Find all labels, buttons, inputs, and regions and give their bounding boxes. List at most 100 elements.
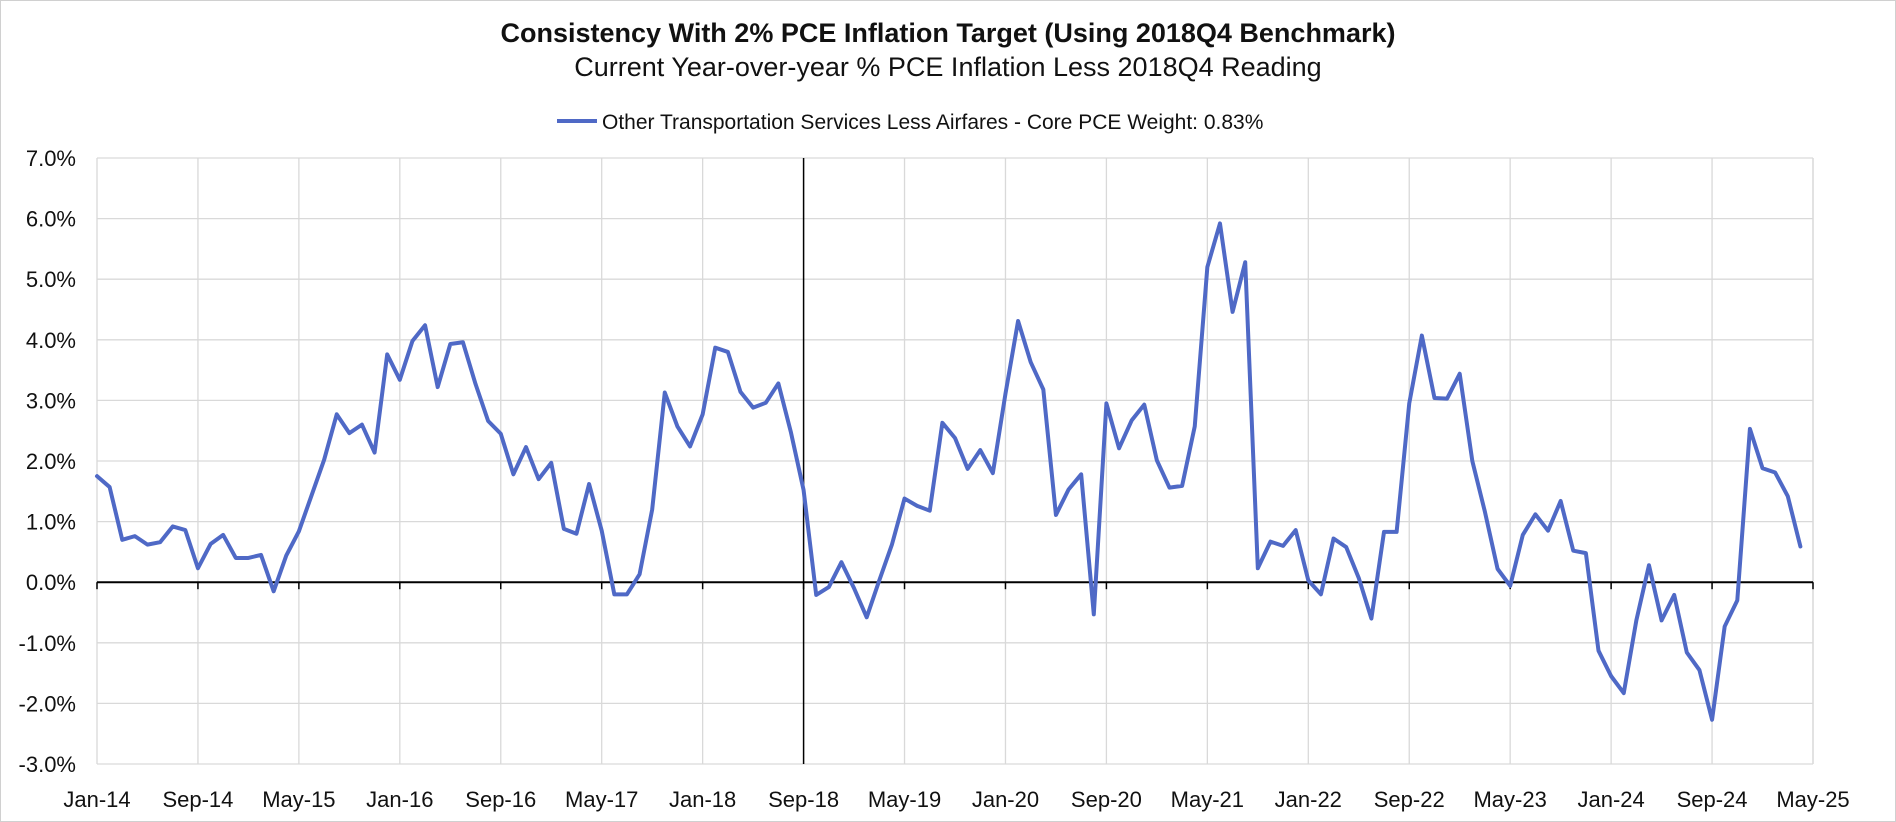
data-point	[272, 589, 276, 593]
data-point	[1697, 668, 1701, 672]
data-point	[511, 472, 515, 476]
data-point	[209, 542, 213, 546]
data-point	[852, 586, 856, 590]
data-point	[423, 323, 427, 327]
data-point	[183, 528, 187, 532]
chart-title: Consistency With 2% PCE Inflation Target…	[500, 18, 1396, 48]
y-axis: -3.0% -2.0% -1.0% 0.0% 1.0% 2.0% 3.0% 4.0% 5.0% 6…	[19, 146, 76, 777]
data-point	[1218, 221, 1222, 225]
data-point	[1041, 387, 1045, 391]
data-point	[1243, 260, 1247, 264]
data-point	[1104, 401, 1108, 405]
x-tick-label: Sep-20	[1071, 787, 1142, 812]
data-point	[108, 485, 112, 489]
data-point	[1256, 566, 1260, 570]
data-point	[1395, 530, 1399, 534]
y-tick-label: 6.0%	[26, 207, 76, 232]
data-point	[246, 556, 250, 560]
data-point	[1584, 551, 1588, 555]
x-tick-label: Jan-16	[366, 787, 433, 812]
data-point	[120, 538, 124, 542]
data-point	[1483, 510, 1487, 514]
data-point	[789, 431, 793, 435]
data-point	[966, 467, 970, 471]
data-point	[1155, 458, 1159, 462]
x-tick-label: Sep-18	[768, 787, 839, 812]
data-point	[436, 385, 440, 389]
data-point	[928, 509, 932, 513]
x-tick-label: May-19	[868, 787, 941, 812]
x-tick-label: May-17	[565, 787, 638, 812]
data-point	[915, 504, 919, 508]
data-point	[347, 431, 351, 435]
data-point	[1546, 529, 1550, 533]
data-point	[1445, 397, 1449, 401]
data-point	[940, 421, 944, 425]
data-point	[675, 424, 679, 428]
data-point	[1761, 466, 1765, 470]
data-point	[1168, 486, 1172, 490]
data-point	[1672, 593, 1676, 597]
data-point	[95, 474, 99, 478]
data-point	[1180, 484, 1184, 488]
x-tick-label: Sep-22	[1374, 787, 1445, 812]
data-point	[1092, 612, 1096, 616]
data-point	[1786, 494, 1790, 498]
data-point	[1609, 674, 1613, 678]
data-point	[574, 532, 578, 536]
data-point	[903, 497, 907, 501]
data-point	[133, 534, 137, 538]
y-tick-label: 5.0%	[26, 267, 76, 292]
data-point	[1432, 396, 1436, 400]
data-point	[158, 540, 162, 544]
data-point	[688, 444, 692, 448]
data-point	[373, 451, 377, 455]
data-point	[1294, 528, 1298, 532]
data-point	[1710, 718, 1714, 722]
data-point	[1117, 446, 1121, 450]
data-point	[1748, 427, 1752, 431]
data-point	[991, 471, 995, 475]
x-tick-label: May-25	[1776, 787, 1849, 812]
y-tick-label: 2.0%	[26, 449, 76, 474]
data-point	[764, 401, 768, 405]
data-point	[701, 412, 705, 416]
data-point	[549, 461, 553, 465]
data-point	[499, 432, 503, 436]
data-point	[1571, 549, 1575, 553]
data-point	[1231, 310, 1235, 314]
data-point	[663, 391, 667, 395]
data-point	[1130, 418, 1134, 422]
data-point	[537, 477, 541, 481]
data-point	[650, 507, 654, 511]
data-point	[1773, 471, 1777, 475]
data-point	[1508, 584, 1512, 588]
y-tick-label: 7.0%	[26, 146, 76, 171]
data-point	[802, 488, 806, 492]
data-point	[1016, 319, 1020, 323]
data-point	[1306, 578, 1310, 582]
data-point	[1458, 372, 1462, 376]
data-point	[145, 543, 149, 547]
gridlines	[96, 157, 1814, 765]
x-tick-label: Jan-14	[63, 787, 130, 812]
data-point	[1647, 563, 1651, 567]
data-point	[1407, 401, 1411, 405]
data-point	[196, 566, 200, 570]
data-point	[1533, 512, 1537, 516]
data-point	[524, 445, 528, 449]
data-point	[1798, 544, 1802, 548]
data-point	[1344, 545, 1348, 549]
data-point	[1521, 533, 1525, 537]
x-tick-label: Jan-24	[1577, 787, 1644, 812]
data-point	[474, 382, 478, 386]
data-point	[448, 342, 452, 346]
data-point	[1029, 360, 1033, 364]
data-point	[335, 412, 339, 416]
x-tick-label: Sep-24	[1677, 787, 1748, 812]
y-tick-label: 1.0%	[26, 510, 76, 535]
x-axis: Jan-14 Sep-14 May-15 Jan-16 Sep-16 May-17 Jan-…	[63, 787, 1849, 812]
data-point	[562, 527, 566, 531]
y-tick-label: -3.0%	[19, 752, 76, 777]
data-point	[1559, 499, 1563, 503]
